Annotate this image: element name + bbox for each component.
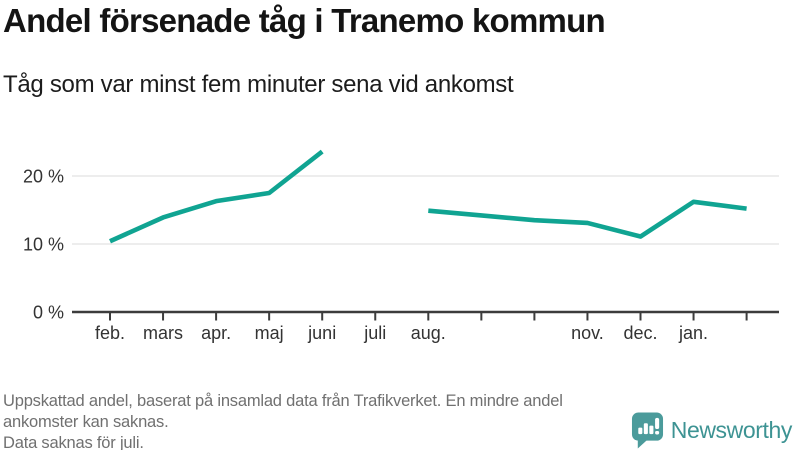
logo-exclamation-dot xyxy=(654,430,659,435)
logo-bar xyxy=(643,423,648,435)
chart-subtitle: Tåg som var minst fem minuter sena vid a… xyxy=(3,71,514,98)
y-tick-label: 10 % xyxy=(23,235,64,255)
y-tick-label: 0 % xyxy=(33,303,64,323)
y-tick-label: 20 % xyxy=(23,167,64,187)
newsworthy-logo: Newsworthy xyxy=(631,411,792,449)
footnote-line: Data saknas för juli. xyxy=(3,434,144,450)
x-tick-label: juni xyxy=(307,323,336,343)
x-tick-label: apr. xyxy=(201,323,231,343)
footnote-line: ankomster kan saknas. xyxy=(3,413,169,431)
x-tick-label: juli xyxy=(363,323,386,343)
x-tick-label: aug. xyxy=(411,323,446,343)
footnotes: Uppskattad andel, baserat på insamlad da… xyxy=(3,391,563,450)
x-tick-label: mars xyxy=(143,323,183,343)
x-tick-label: nov. xyxy=(571,323,604,343)
x-tick-label: feb. xyxy=(95,323,125,343)
x-tick-label: dec. xyxy=(623,323,657,343)
chart-title: Andel försenade tåg i Tranemo kommun xyxy=(3,2,606,39)
data-line xyxy=(109,149,324,244)
logo-bar xyxy=(649,425,654,435)
x-tick-label: jan. xyxy=(678,323,708,343)
newsworthy-logo-icon xyxy=(631,412,663,449)
line-chart: 0 % 10 % 20 % feb. mars apr. maj juni juli aug. no… xyxy=(23,149,779,343)
data-line xyxy=(428,199,747,239)
logo-bar xyxy=(638,427,643,435)
footnote-line: Uppskattad andel, baserat på insamlad da… xyxy=(3,392,563,410)
newsworthy-logo-text: Newsworthy xyxy=(670,416,793,443)
x-tick-label: maj xyxy=(255,323,284,343)
logo-exclamation-stem xyxy=(654,417,659,430)
